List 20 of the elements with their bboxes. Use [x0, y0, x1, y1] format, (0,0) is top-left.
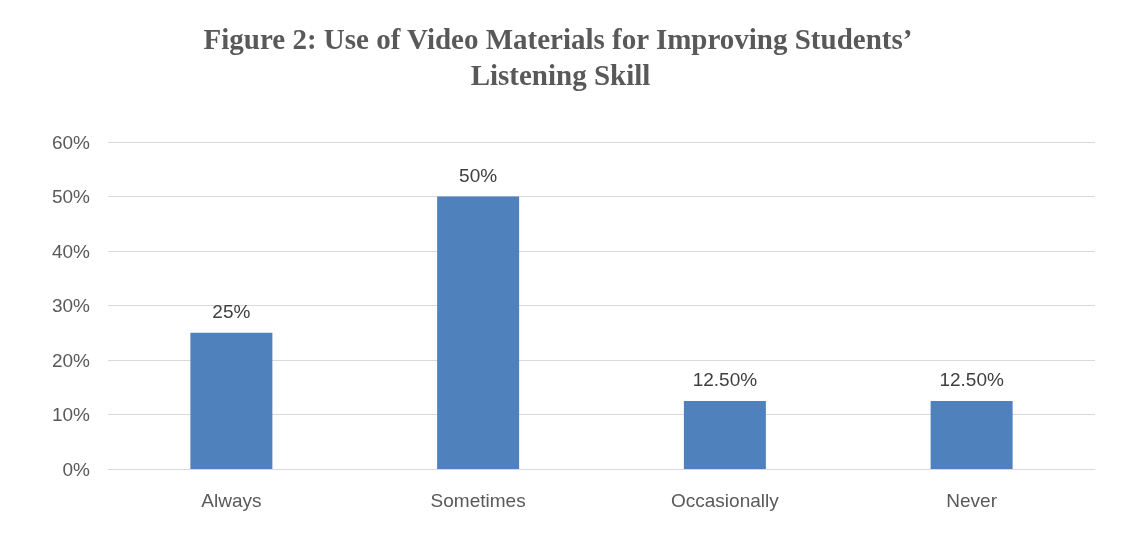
data-label: 25% — [212, 300, 251, 322]
y-tick-label: 20% — [51, 349, 91, 371]
data-label: 12.50% — [939, 368, 1004, 390]
x-tick-label: Occasionally — [671, 490, 780, 511]
x-tick-label: Sometimes — [430, 490, 526, 511]
x-tick-label: Always — [201, 490, 262, 511]
bar — [190, 332, 273, 469]
y-tick-label: 30% — [51, 295, 91, 316]
y-tick-label: 60% — [51, 131, 91, 153]
y-tick-label: 0% — [62, 458, 91, 480]
chart-title: Figure 2: Use of Video Materials for Improving Students’ Listening Skill — [203, 23, 918, 91]
data-label: 12.50% — [692, 368, 758, 390]
data-label: 50% — [459, 164, 498, 186]
y-tick-label: 50% — [51, 186, 91, 207]
bar — [930, 400, 1013, 469]
x-tick-label: Never — [946, 490, 998, 511]
bar — [437, 196, 520, 469]
y-tick-label: 40% — [51, 240, 91, 262]
bar — [683, 400, 766, 469]
y-tick-label: 10% — [51, 404, 91, 425]
